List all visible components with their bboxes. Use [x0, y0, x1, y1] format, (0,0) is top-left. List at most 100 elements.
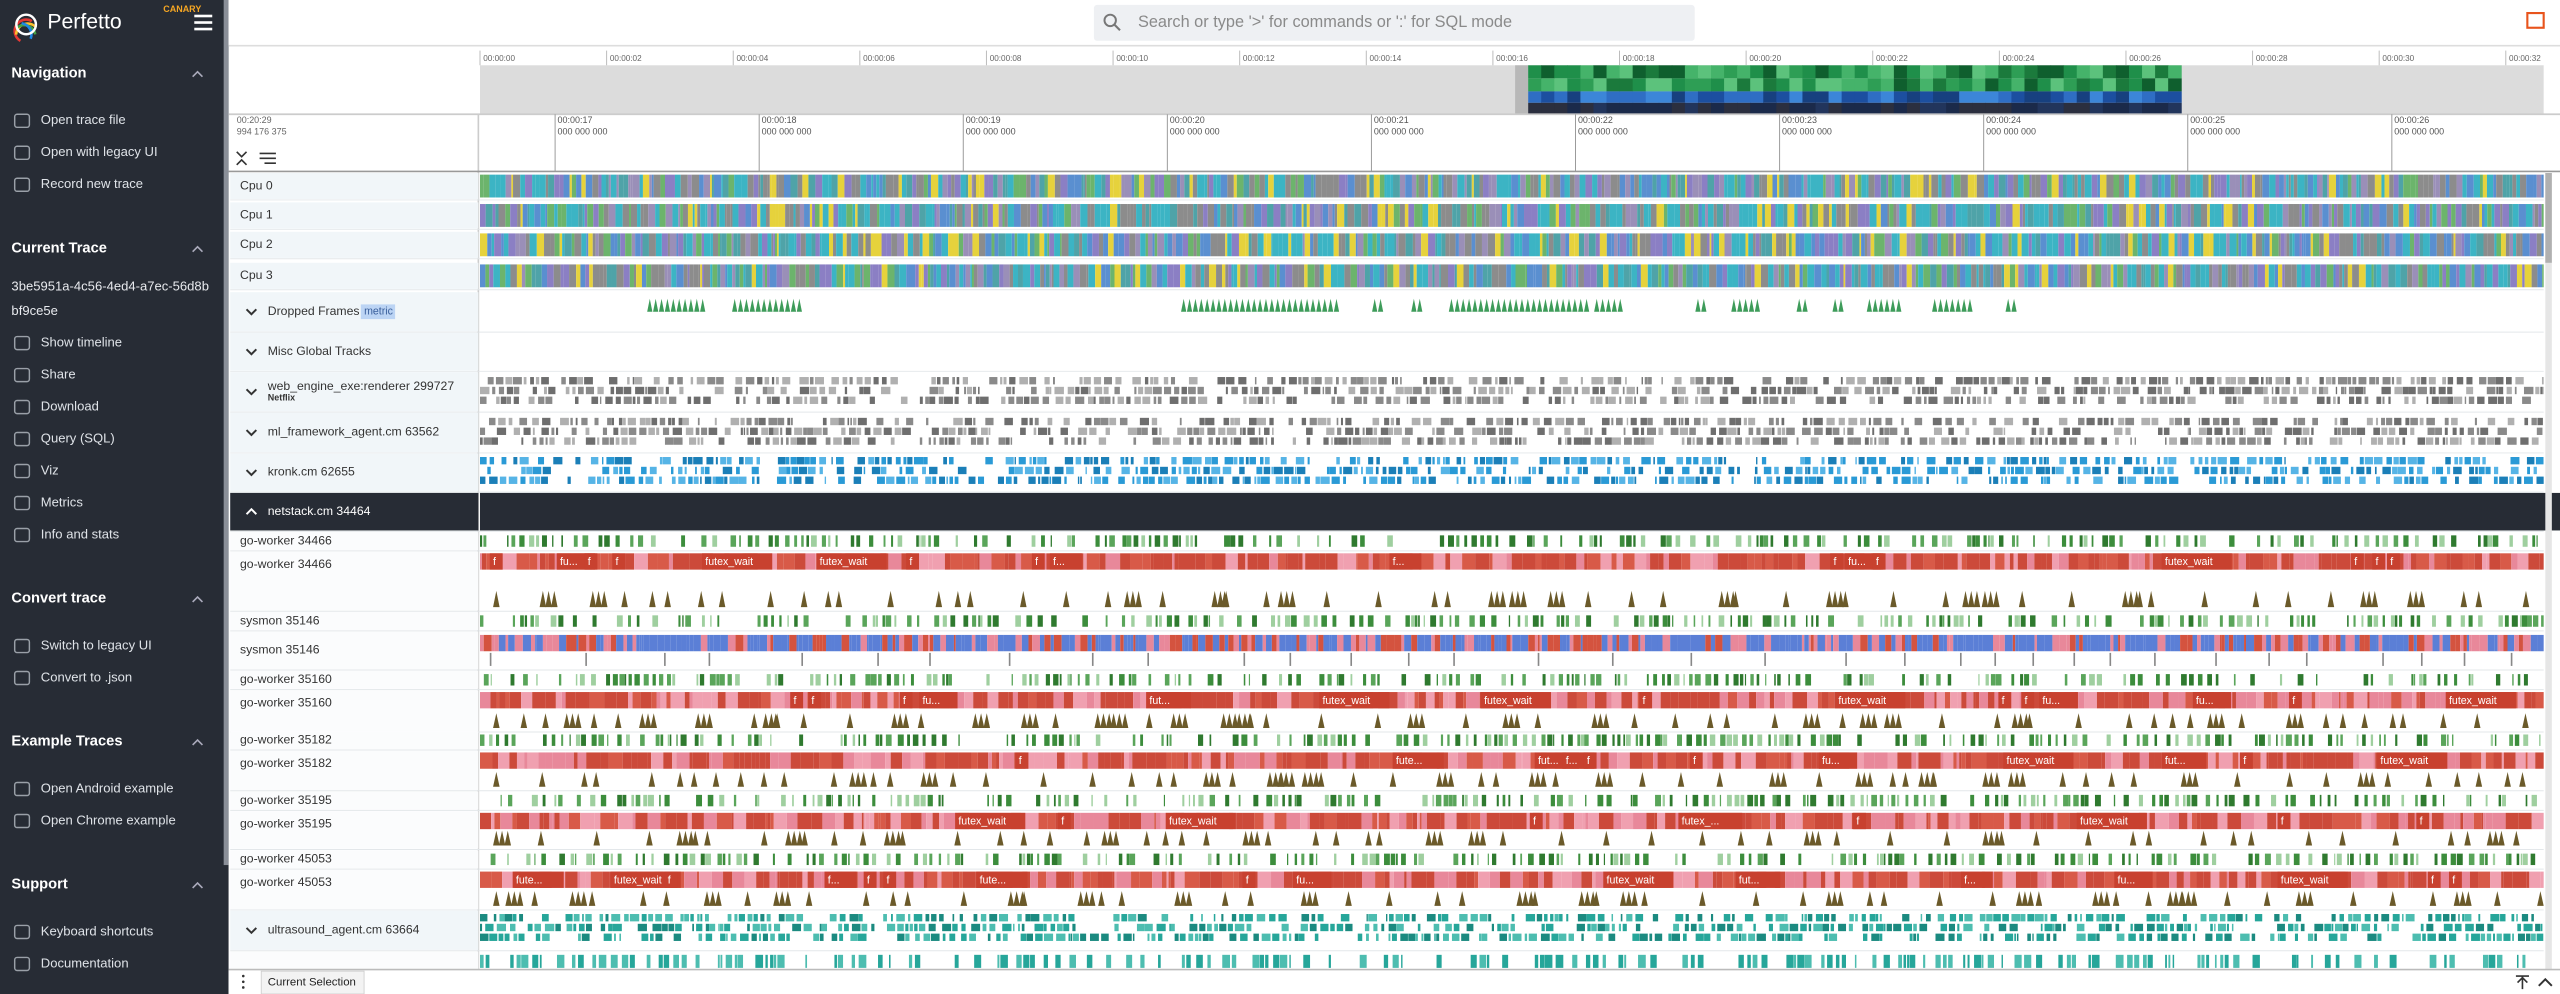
menu-item[interactable]: Info and stats	[41, 526, 120, 541]
cpu-slice	[2218, 264, 2222, 288]
section-title[interactable]: Example Traces	[11, 734, 122, 750]
cpu-slice	[2245, 264, 2249, 288]
track-name[interactable]: Dropped Frames	[268, 304, 360, 318]
trace-id-text: 3be5951a-4c56-4ed4-a7ec-56d8bbf9ce5e	[11, 279, 209, 319]
menu-item[interactable]: Open trace file	[41, 112, 126, 127]
cpu-slice	[1617, 233, 1620, 257]
sysmon-slice	[895, 634, 900, 652]
menu-icon	[13, 177, 31, 193]
menu-item[interactable]: Download	[41, 399, 99, 414]
menu-item[interactable]: Share	[41, 367, 76, 382]
thread-slice	[1752, 396, 1757, 404]
expand-chevron[interactable]	[245, 469, 258, 477]
track-name[interactable]: Misc Global Tracks	[268, 344, 371, 358]
cpu-slice	[1707, 174, 1715, 198]
menu-item[interactable]: Viz	[41, 463, 59, 478]
search-placeholder[interactable]: Search or type '>' for commands or ':' f…	[1138, 13, 1512, 31]
section-title[interactable]: Support	[11, 877, 67, 893]
menu-item[interactable]: Open Chrome example	[41, 812, 176, 827]
thread-slice	[1132, 377, 1141, 385]
track-name[interactable]: netstack.cm 34464	[268, 504, 371, 518]
thread-slice	[928, 437, 931, 445]
expand-chevron[interactable]	[245, 308, 258, 316]
cpu-slice	[1640, 204, 1644, 227]
menu-icon[interactable]	[194, 21, 213, 24]
expand-chevron[interactable]	[245, 348, 258, 356]
thread-slice	[1658, 427, 1664, 435]
cpu-slice	[2365, 264, 2372, 288]
slice-labelled	[584, 553, 598, 570]
sysmon-slice	[505, 634, 509, 652]
cpu-slice	[665, 174, 669, 198]
slice	[1740, 553, 1748, 570]
thread-slice	[1003, 377, 1007, 385]
cpu-slice	[1464, 233, 1472, 257]
cpu-slice	[780, 233, 786, 257]
cpu-slice	[489, 264, 494, 288]
menu-item[interactable]: Metrics	[41, 494, 84, 509]
section-title[interactable]: Convert trace	[11, 591, 106, 607]
collapse-chevron[interactable]	[192, 245, 204, 253]
collapse-chevron[interactable]	[192, 738, 204, 746]
cpu-slice	[487, 233, 492, 257]
menu-item[interactable]: Query (SQL)	[41, 431, 115, 446]
collapse-all-icon[interactable]	[236, 151, 248, 166]
cpu-slice	[1824, 233, 1829, 257]
instant-marker	[1554, 298, 1560, 312]
thread-slice	[1273, 466, 1283, 475]
cpu-slice	[616, 174, 619, 198]
slice	[1379, 553, 1386, 570]
menu-item[interactable]: Open Android example	[41, 780, 174, 795]
cpu-slice	[2173, 204, 2176, 227]
cpu-slice	[1315, 174, 1322, 198]
cpu-slice	[2158, 264, 2165, 288]
menu-item[interactable]: Convert to .json	[41, 669, 132, 684]
expand-chevron[interactable]	[245, 507, 258, 515]
cpu-slice	[545, 204, 548, 227]
thread-slice	[1472, 427, 1482, 435]
menu-item[interactable]: Show timeline	[41, 335, 122, 350]
thread-state	[2018, 615, 2020, 627]
section-title[interactable]: Navigation	[11, 65, 86, 81]
menu-item[interactable]: Record new trace	[41, 176, 143, 191]
track-name[interactable]: kronk.cm 62655	[268, 465, 355, 479]
cpu-slice	[1716, 264, 1723, 288]
collapse-chevron[interactable]	[192, 881, 204, 889]
thread-state	[2432, 615, 2436, 627]
thread-state	[869, 535, 874, 547]
thread-slice	[2098, 396, 2105, 404]
cpu-slice	[1874, 264, 1880, 288]
thread-state	[2307, 615, 2310, 627]
menu-icon[interactable]	[194, 27, 213, 31]
menu-item[interactable]: Keyboard shortcuts	[41, 923, 154, 938]
menu-item[interactable]: Open with legacy UI	[41, 144, 158, 159]
slice	[932, 553, 945, 570]
thread-slice	[2446, 466, 2451, 475]
menu-item[interactable]: Documentation	[41, 955, 129, 970]
expand-chevron[interactable]	[245, 429, 258, 437]
collapse-chevron[interactable]	[192, 70, 204, 78]
thread-state	[2301, 615, 2305, 627]
thread-slice	[867, 437, 876, 445]
expand-chevron[interactable]	[245, 388, 258, 396]
feedback-icon[interactable]	[2526, 11, 2545, 29]
search-box[interactable]	[1093, 4, 1695, 41]
menu-item[interactable]: Switch to legacy UI	[41, 637, 152, 652]
slice	[1368, 553, 1373, 570]
cpu-slice	[1088, 264, 1096, 288]
thread-slice	[2253, 476, 2261, 484]
section-title[interactable]: Current Trace	[11, 240, 107, 256]
cpu-slice	[1693, 233, 1701, 257]
track-name[interactable]: ml_framework_agent.cm 63562	[268, 425, 440, 439]
sysmon-slice	[632, 634, 637, 652]
cpu-slice	[1780, 264, 1785, 288]
collapse-chevron[interactable]	[192, 595, 204, 603]
cpu-slice	[569, 174, 572, 198]
track-name[interactable]: web_engine_exe:renderer 299727	[267, 379, 455, 393]
menu-icon[interactable]	[194, 14, 213, 18]
list-icon[interactable]	[259, 152, 276, 165]
cpu-slice	[808, 174, 816, 198]
sysmon-slice	[1266, 634, 1272, 652]
cpu-slice	[1935, 233, 1938, 257]
